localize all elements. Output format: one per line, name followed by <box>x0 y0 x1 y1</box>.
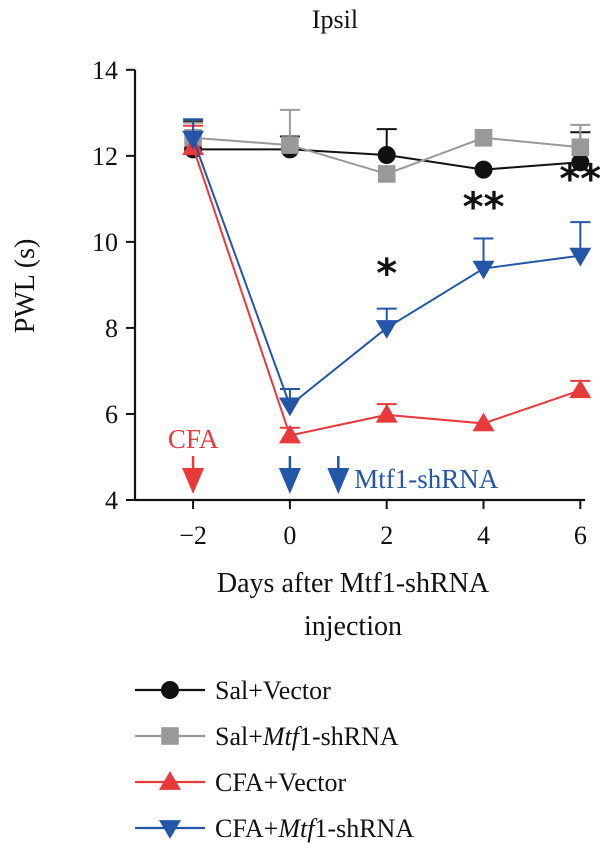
legend-item-cfa_vector: CFA+Vector <box>135 768 347 797</box>
legend: Sal+VectorSal+Mtf1-shRNACFA+VectorCFA+Mt… <box>135 676 414 843</box>
legend-label: Sal+Vector <box>215 676 331 705</box>
data-point <box>472 260 495 280</box>
y-tick-label: 6 <box>105 400 118 429</box>
legend-label-part: CFA+ <box>215 814 278 843</box>
x-tick-label: 6 <box>574 521 587 550</box>
injection-label: Mtf1-shRNA <box>354 464 499 494</box>
data-point <box>377 145 396 165</box>
data-point <box>569 379 592 399</box>
significance-marker: ** <box>559 156 600 202</box>
injection-label: CFA <box>168 424 219 454</box>
legend-label: CFA+Vector <box>215 768 347 797</box>
series-cfa_shrna <box>182 118 592 417</box>
series-cfa_vector <box>182 124 592 444</box>
data-point <box>571 138 590 157</box>
y-tick-label: 8 <box>105 314 118 343</box>
legend-label-part: Mtf <box>262 722 303 751</box>
data-point <box>278 424 301 444</box>
data-point <box>377 165 396 183</box>
significance-marker: * <box>376 251 397 297</box>
y-tick-label: 10 <box>92 228 118 257</box>
data-point <box>569 247 592 267</box>
data-point <box>472 412 495 432</box>
legend-item-sal_shrna: Sal+Mtf1-shRNA <box>135 722 399 751</box>
x-tick-label: 0 <box>283 521 296 550</box>
y-axis-label: PWL (s) <box>10 239 41 334</box>
injection-arrow-head <box>327 468 350 494</box>
legend-marker <box>160 680 180 700</box>
data-point <box>375 320 398 339</box>
data-point <box>474 160 493 179</box>
legend-item-sal_vector: Sal+Vector <box>135 676 331 705</box>
x-axis-label-line-1: Days after Mtf1-shRNA <box>217 568 490 599</box>
y-tick-label: 14 <box>92 56 118 85</box>
data-point <box>281 136 299 154</box>
x-tick-label: 4 <box>477 521 490 550</box>
legend-label: CFA+Mtf1-shRNA <box>215 814 414 843</box>
data-point <box>182 130 205 150</box>
injection-arrow <box>278 456 301 494</box>
chart-title: Ipsil <box>312 5 358 34</box>
legend-label-part: CFA+Vector <box>215 768 347 797</box>
injection-arrow-head <box>278 468 301 494</box>
injection-arrow: Mtf1-shRNA <box>327 456 499 494</box>
legend-marker <box>159 820 181 839</box>
legend-marker <box>161 727 179 745</box>
data-point <box>571 153 590 172</box>
legend-label-part: Sal+Vector <box>215 676 331 705</box>
data-point <box>375 403 398 423</box>
data-point <box>278 397 301 417</box>
legend-label: Sal+Mtf1-shRNA <box>215 722 399 751</box>
legend-label-part: Sal+ <box>215 722 263 751</box>
legend-label-part: Mtf <box>277 814 318 843</box>
y-tick-label: 12 <box>92 142 118 171</box>
y-tick-label: 4 <box>105 486 118 515</box>
legend-item-cfa_shrna: CFA+Mtf1-shRNA <box>135 814 414 843</box>
legend-marker <box>159 771 181 790</box>
legend-label-part: 1-shRNA <box>299 722 399 751</box>
x-tick-label: 2 <box>380 521 393 550</box>
significance-marker: ** <box>463 184 505 230</box>
x-axis-label-line-2: injection <box>304 611 402 642</box>
injection-arrow-head <box>182 468 205 494</box>
legend-label-part: 1-shRNA <box>314 814 414 843</box>
injection-arrow: CFA <box>168 424 219 494</box>
x-tick-label: −2 <box>179 521 207 550</box>
data-point <box>474 128 493 147</box>
